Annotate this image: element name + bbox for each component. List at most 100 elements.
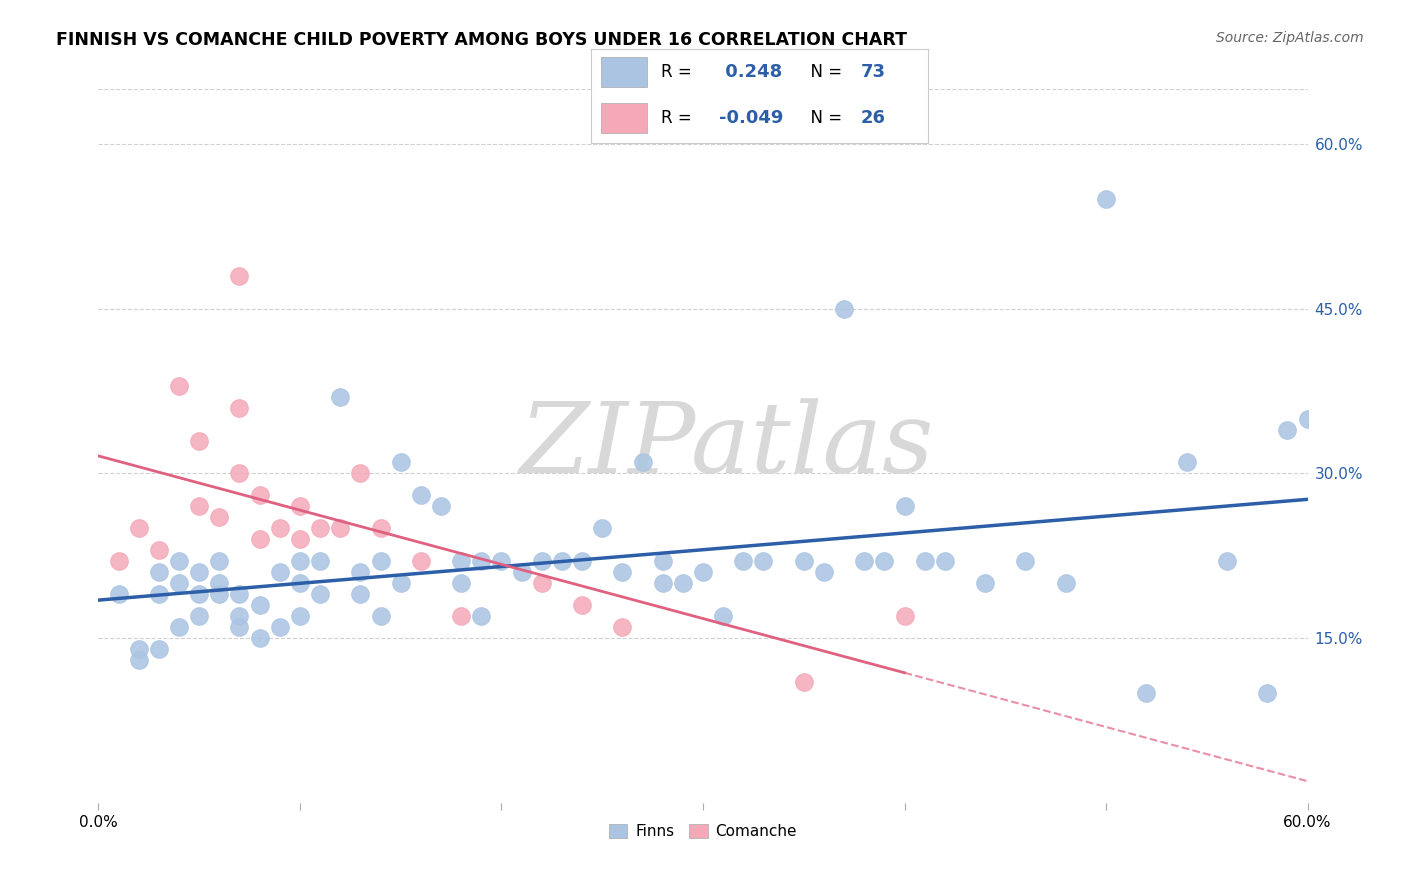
Point [249, 631, 271, 645]
Point [853, 554, 876, 568]
Point [711, 609, 734, 624]
Point [1296, 411, 1319, 425]
Point [309, 554, 332, 568]
Point [1256, 686, 1278, 700]
Point [288, 533, 311, 547]
Point [510, 566, 533, 580]
Point [470, 554, 492, 568]
Point [188, 500, 211, 514]
Text: 73: 73 [860, 62, 886, 80]
Point [269, 521, 291, 535]
Point [793, 675, 815, 690]
Point [128, 642, 150, 657]
Bar [600, 56, 647, 87]
Point [1095, 192, 1118, 206]
Text: N =: N = [800, 110, 846, 128]
Point [1216, 554, 1239, 568]
Point [228, 268, 250, 283]
Point [389, 455, 412, 469]
Point [167, 620, 190, 634]
Text: Source: ZipAtlas.com: Source: ZipAtlas.com [1216, 31, 1364, 45]
Point [591, 521, 613, 535]
Point [430, 500, 453, 514]
Text: 0.248: 0.248 [718, 62, 782, 80]
Point [793, 554, 815, 568]
Point [672, 576, 695, 591]
Point [228, 467, 250, 481]
Point [107, 587, 129, 601]
Point [188, 587, 211, 601]
Point [228, 620, 250, 634]
Point [752, 554, 775, 568]
Point [148, 543, 170, 558]
Point [228, 609, 250, 624]
Point [1277, 423, 1299, 437]
Bar [600, 103, 647, 134]
Point [1054, 576, 1077, 591]
Point [288, 576, 311, 591]
Point [470, 609, 492, 624]
Point [329, 390, 352, 404]
Point [631, 455, 654, 469]
Point [450, 609, 472, 624]
Point [249, 488, 271, 502]
Point [167, 554, 190, 568]
Point [167, 378, 190, 392]
Point [389, 576, 412, 591]
Point [167, 576, 190, 591]
Point [873, 554, 896, 568]
Point [450, 554, 472, 568]
Point [1014, 554, 1036, 568]
Point [1135, 686, 1157, 700]
Point [349, 467, 371, 481]
Point [651, 554, 673, 568]
Point [208, 576, 231, 591]
Point [370, 554, 392, 568]
Point [571, 598, 593, 612]
Point [551, 554, 574, 568]
Point [269, 620, 291, 634]
Point [208, 510, 231, 524]
Point [934, 554, 956, 568]
Point [813, 566, 835, 580]
Point [733, 554, 755, 568]
Point [612, 566, 634, 580]
Point [249, 533, 271, 547]
Point [450, 576, 472, 591]
Point [128, 653, 150, 667]
Text: FINNISH VS COMANCHE CHILD POVERTY AMONG BOYS UNDER 16 CORRELATION CHART: FINNISH VS COMANCHE CHILD POVERTY AMONG … [56, 31, 907, 49]
Point [188, 609, 211, 624]
Point [893, 609, 915, 624]
Point [228, 587, 250, 601]
Point [370, 521, 392, 535]
Point [208, 554, 231, 568]
Point [228, 401, 250, 415]
Point [329, 521, 352, 535]
Text: R =: R = [661, 62, 697, 80]
Text: -0.049: -0.049 [718, 110, 783, 128]
Point [893, 500, 915, 514]
Point [530, 576, 553, 591]
Text: ZIPatlas: ZIPatlas [520, 399, 935, 493]
Text: 26: 26 [860, 110, 886, 128]
Point [309, 521, 332, 535]
Point [188, 434, 211, 448]
Point [148, 566, 170, 580]
Point [148, 642, 170, 657]
Point [409, 488, 432, 502]
Point [208, 587, 231, 601]
Point [409, 554, 432, 568]
Point [128, 521, 150, 535]
Point [491, 554, 513, 568]
Text: N =: N = [800, 62, 846, 80]
Point [349, 587, 371, 601]
Point [651, 576, 673, 591]
Point [309, 587, 332, 601]
Point [370, 609, 392, 624]
Point [1175, 455, 1198, 469]
Point [107, 554, 129, 568]
Point [832, 301, 855, 316]
Point [571, 554, 593, 568]
Text: R =: R = [661, 110, 697, 128]
Point [148, 587, 170, 601]
